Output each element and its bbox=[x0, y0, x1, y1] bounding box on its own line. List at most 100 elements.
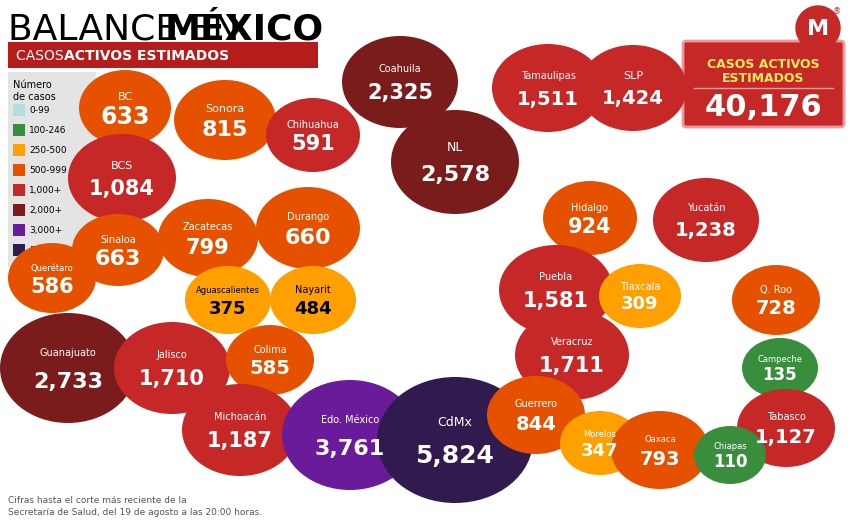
Text: 1,511: 1,511 bbox=[517, 89, 579, 108]
Ellipse shape bbox=[72, 214, 164, 286]
Ellipse shape bbox=[599, 264, 681, 328]
Text: Tamaulipas: Tamaulipas bbox=[520, 71, 575, 81]
FancyBboxPatch shape bbox=[13, 204, 25, 216]
Text: 663: 663 bbox=[95, 249, 141, 269]
Text: 5,824: 5,824 bbox=[416, 444, 495, 468]
Text: Coahuila: Coahuila bbox=[379, 64, 422, 74]
Text: 1,424: 1,424 bbox=[602, 89, 664, 108]
Text: BCS: BCS bbox=[110, 161, 133, 171]
Text: 799: 799 bbox=[186, 238, 230, 258]
Text: Oaxaca: Oaxaca bbox=[644, 435, 676, 444]
Text: 1,710: 1,710 bbox=[139, 369, 205, 389]
Text: Campeche: Campeche bbox=[757, 355, 802, 364]
FancyBboxPatch shape bbox=[13, 104, 25, 116]
Text: Guerrero: Guerrero bbox=[514, 399, 558, 409]
Ellipse shape bbox=[611, 411, 709, 489]
Text: SLP: SLP bbox=[623, 71, 643, 81]
FancyBboxPatch shape bbox=[13, 224, 25, 236]
Text: Q. Roo: Q. Roo bbox=[760, 285, 792, 295]
Text: 728: 728 bbox=[756, 299, 796, 318]
Ellipse shape bbox=[0, 313, 136, 423]
Ellipse shape bbox=[487, 376, 585, 454]
Text: ACTIVOS ESTIMADOS: ACTIVOS ESTIMADOS bbox=[64, 49, 230, 63]
Text: Durango: Durango bbox=[287, 212, 329, 222]
Ellipse shape bbox=[492, 44, 604, 132]
FancyBboxPatch shape bbox=[8, 72, 96, 267]
Text: 500-999: 500-999 bbox=[29, 166, 67, 175]
Text: Hidalgo: Hidalgo bbox=[571, 203, 609, 213]
Text: 585: 585 bbox=[250, 359, 291, 378]
Ellipse shape bbox=[114, 322, 230, 414]
Text: 1,711: 1,711 bbox=[539, 356, 605, 376]
Text: 250-500: 250-500 bbox=[29, 146, 66, 155]
Text: Edo. México: Edo. México bbox=[320, 415, 379, 425]
Text: 2,733: 2,733 bbox=[33, 372, 103, 392]
Text: 347: 347 bbox=[581, 442, 619, 460]
Text: 1,581: 1,581 bbox=[523, 291, 589, 311]
Ellipse shape bbox=[742, 338, 818, 398]
FancyBboxPatch shape bbox=[13, 244, 25, 256]
FancyBboxPatch shape bbox=[13, 164, 25, 176]
Text: Guanajuato: Guanajuato bbox=[40, 348, 96, 358]
Ellipse shape bbox=[560, 411, 640, 475]
Text: 586: 586 bbox=[31, 277, 74, 297]
Text: 1,127: 1,127 bbox=[755, 428, 817, 447]
FancyBboxPatch shape bbox=[683, 41, 844, 127]
Ellipse shape bbox=[68, 134, 176, 222]
Text: Tabasco: Tabasco bbox=[767, 412, 806, 422]
FancyBboxPatch shape bbox=[8, 42, 318, 68]
Ellipse shape bbox=[266, 98, 360, 172]
Ellipse shape bbox=[8, 243, 96, 313]
Text: 1,084: 1,084 bbox=[89, 179, 155, 199]
Text: CdMx: CdMx bbox=[438, 416, 473, 429]
Text: 40,176: 40,176 bbox=[705, 93, 822, 122]
Ellipse shape bbox=[158, 199, 258, 277]
Text: BC: BC bbox=[117, 93, 133, 102]
Ellipse shape bbox=[282, 380, 418, 490]
Ellipse shape bbox=[185, 266, 271, 334]
Ellipse shape bbox=[342, 36, 458, 128]
Text: ESTIMADOS: ESTIMADOS bbox=[722, 71, 805, 85]
FancyBboxPatch shape bbox=[13, 124, 25, 136]
Text: 110: 110 bbox=[713, 453, 747, 471]
Text: 844: 844 bbox=[516, 415, 557, 434]
Text: 484: 484 bbox=[294, 299, 332, 317]
Text: 660: 660 bbox=[285, 228, 332, 248]
Ellipse shape bbox=[377, 377, 533, 503]
Text: 3,000+: 3,000+ bbox=[29, 226, 62, 235]
Ellipse shape bbox=[732, 265, 820, 335]
Circle shape bbox=[796, 6, 840, 50]
Text: 309: 309 bbox=[621, 295, 659, 313]
Text: 0-99: 0-99 bbox=[29, 106, 49, 115]
Text: 5,000+: 5,000+ bbox=[29, 246, 62, 255]
Ellipse shape bbox=[256, 187, 360, 269]
Ellipse shape bbox=[182, 384, 298, 476]
Text: 375: 375 bbox=[209, 299, 246, 317]
Text: 2,325: 2,325 bbox=[367, 84, 433, 104]
Text: Nayarit: Nayarit bbox=[295, 286, 331, 296]
Text: Morelos: Morelos bbox=[584, 430, 616, 439]
Ellipse shape bbox=[174, 80, 276, 160]
Text: 3,761: 3,761 bbox=[314, 439, 385, 459]
Text: Cifras hasta el corte más reciente de la
Secretaría de Salud, del 19 de agosto a: Cifras hasta el corte más reciente de la… bbox=[8, 496, 262, 517]
FancyBboxPatch shape bbox=[13, 184, 25, 196]
Text: 100-246: 100-246 bbox=[29, 126, 66, 135]
Text: MÉXICO: MÉXICO bbox=[165, 13, 324, 47]
Text: Querétaro: Querétaro bbox=[31, 263, 73, 273]
Ellipse shape bbox=[79, 70, 171, 146]
Text: Zacatecas: Zacatecas bbox=[183, 222, 233, 232]
Text: 1,187: 1,187 bbox=[207, 432, 273, 451]
Ellipse shape bbox=[579, 45, 687, 131]
Text: 2,000+: 2,000+ bbox=[29, 206, 62, 215]
Ellipse shape bbox=[737, 389, 835, 467]
Text: CASOS: CASOS bbox=[16, 49, 68, 63]
Ellipse shape bbox=[653, 178, 759, 262]
Text: Yucatán: Yucatán bbox=[687, 203, 725, 213]
Text: M: M bbox=[807, 19, 829, 39]
Text: 591: 591 bbox=[291, 134, 335, 154]
Text: Puebla: Puebla bbox=[540, 272, 573, 282]
Text: Chihuahua: Chihuahua bbox=[286, 120, 339, 130]
Text: 1,000+: 1,000+ bbox=[29, 186, 62, 195]
Text: CASOS ACTIVOS: CASOS ACTIVOS bbox=[707, 58, 819, 70]
Text: ®: ® bbox=[833, 7, 842, 16]
